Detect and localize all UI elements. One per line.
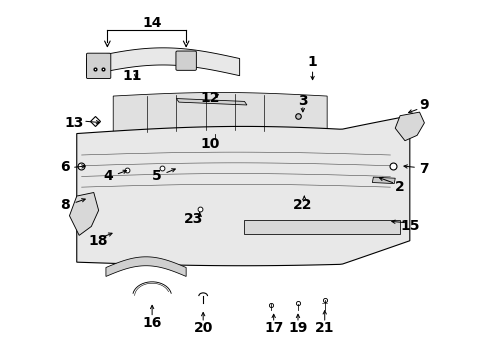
PathPatch shape (86, 48, 239, 76)
Text: 5: 5 (152, 170, 162, 184)
Text: 21: 21 (314, 321, 334, 335)
Text: 1: 1 (307, 55, 317, 69)
FancyBboxPatch shape (86, 53, 111, 78)
Text: 8: 8 (60, 198, 69, 212)
Text: 17: 17 (264, 321, 283, 335)
Text: 11: 11 (122, 69, 142, 84)
Text: 4: 4 (103, 170, 113, 184)
Text: 6: 6 (60, 161, 69, 175)
Text: 12: 12 (200, 91, 220, 105)
Text: 10: 10 (201, 137, 220, 151)
PathPatch shape (244, 220, 399, 234)
Text: 2: 2 (394, 180, 404, 194)
Polygon shape (176, 99, 246, 105)
Text: 3: 3 (297, 94, 307, 108)
Polygon shape (394, 112, 424, 141)
FancyBboxPatch shape (176, 51, 196, 70)
Polygon shape (372, 177, 394, 184)
Text: 9: 9 (419, 98, 428, 112)
Text: 23: 23 (183, 212, 203, 226)
Text: 20: 20 (193, 321, 212, 335)
Text: 14: 14 (142, 16, 162, 30)
Text: 16: 16 (142, 316, 162, 330)
Text: 22: 22 (292, 198, 312, 212)
Text: 18: 18 (89, 234, 108, 248)
PathPatch shape (113, 93, 326, 135)
PathPatch shape (77, 116, 409, 266)
Text: 7: 7 (419, 162, 428, 176)
Text: 13: 13 (64, 116, 84, 130)
Polygon shape (69, 193, 99, 235)
Text: 15: 15 (399, 220, 419, 233)
Text: 19: 19 (288, 321, 307, 335)
PathPatch shape (106, 257, 186, 276)
